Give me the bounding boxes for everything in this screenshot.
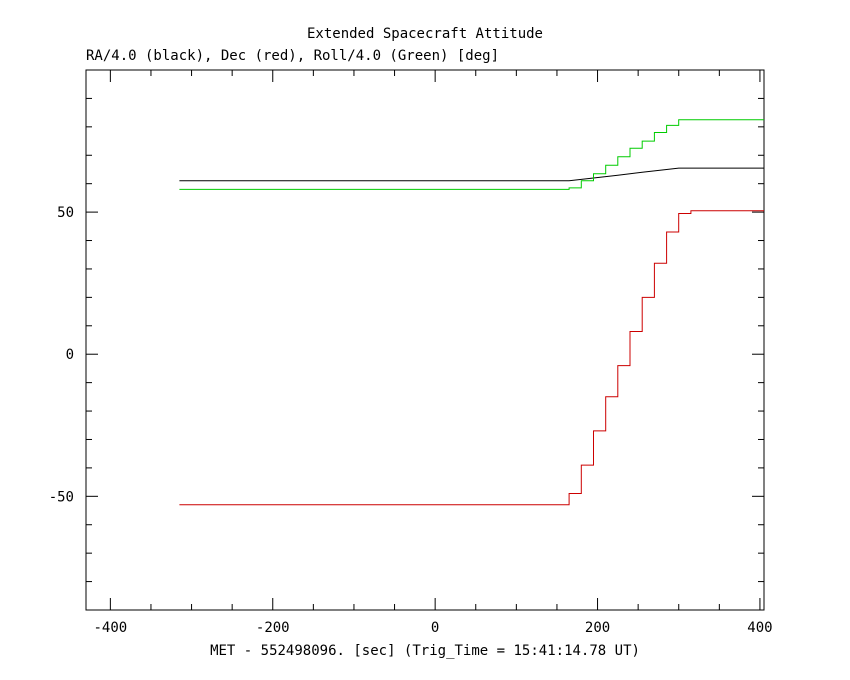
y-tick-label: 50 [57,205,74,221]
series-group [179,119,764,506]
plot-frame [85,69,765,611]
x-tick-label: -400 [93,620,127,636]
x-tick-label: 200 [585,620,610,636]
tick-marks [86,69,764,610]
x-axis-label: MET - 552498096. [sec] (Trig_Time = 15:4… [210,643,640,659]
chart-subtitle: RA/4.0 (black), Dec (red), Roll/4.0 (Gre… [86,48,499,64]
x-tick-label: -200 [256,620,290,636]
x-tick-label: 0 [431,620,439,636]
chart-title: Extended Spacecraft Attitude [307,26,543,42]
series-ra [179,167,764,182]
series-dec [179,210,764,506]
y-tick-label: 0 [66,347,74,363]
y-tick-label: -50 [49,489,74,505]
series-roll [179,119,764,190]
tick-labels: -400 -200 0 200 400 -50 0 50 [49,205,773,636]
x-tick-label: 400 [747,620,772,636]
